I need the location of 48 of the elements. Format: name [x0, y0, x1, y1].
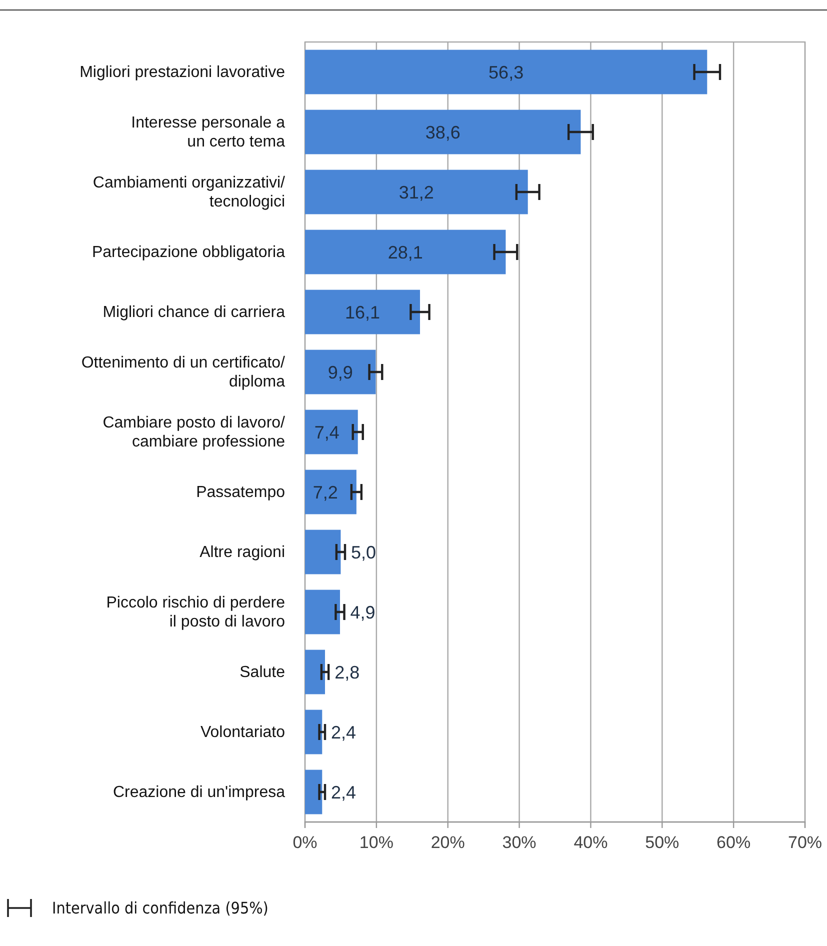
- bar: [305, 50, 708, 94]
- y-tick-label: Creazione di un'impresa: [112, 784, 286, 802]
- data-label: 7,4: [314, 422, 340, 442]
- y-tick-label: Migliori chance di carriera: [102, 304, 286, 322]
- y-tick-label: Piccolo rischio di perdere il posto di lavoro: [106, 594, 286, 631]
- y-tick-label: Migliori prestazioni lavorative: [80, 64, 286, 82]
- x-tick-label: 0%: [292, 833, 318, 852]
- x-tick-label: 30%: [502, 833, 536, 852]
- data-label: 9,9: [328, 362, 353, 382]
- data-label: 2,4: [331, 782, 356, 802]
- x-tick-label: 70%: [788, 833, 822, 852]
- data-label: 56,3: [488, 62, 524, 82]
- bar: [305, 530, 341, 574]
- bar: [305, 410, 358, 454]
- y-tick-label: Salute: [240, 664, 286, 682]
- y-tick-label: Cambiamenti organizzativi/ tecnologici: [92, 174, 286, 211]
- y-tick-label: Altre ragioni: [200, 544, 285, 562]
- x-tick-label: 10%: [359, 833, 394, 852]
- data-label: 5,0: [351, 542, 376, 562]
- bar: [305, 470, 356, 514]
- data-label: 7,2: [312, 482, 338, 502]
- data-label: 4,9: [350, 602, 376, 622]
- bar: [305, 230, 506, 274]
- text: Intervallo di confidenza (95%): [52, 898, 268, 918]
- y-tick-label: Ottenimento di un certificato/ diploma: [81, 354, 286, 391]
- bar: [305, 290, 420, 334]
- data-label: 2,8: [334, 662, 360, 682]
- x-tick-label: 50%: [645, 833, 680, 852]
- data-label: 2,4: [331, 722, 356, 742]
- data-label: 31,2: [398, 182, 434, 202]
- bar: [305, 650, 325, 694]
- data-label: 16,1: [344, 302, 380, 322]
- x-tick-label: 20%: [430, 833, 465, 852]
- bar: [305, 770, 322, 814]
- bar: [305, 350, 376, 394]
- y-tick-label: Passatempo: [196, 484, 286, 502]
- bar: [305, 110, 581, 154]
- y-tick-label: Volontariato: [200, 724, 286, 742]
- x-tick-label: 60%: [716, 833, 751, 852]
- y-tick-label: Cambiare posto di lavoro/ cambiare professione: [102, 414, 286, 451]
- bar: [305, 170, 528, 214]
- data-label: 28,1: [388, 242, 423, 262]
- y-tick-label: Partecipazione obbligatoria: [92, 244, 286, 262]
- data-label: 38,6: [425, 122, 460, 142]
- bar: [305, 710, 322, 754]
- x-tick-label: 40%: [574, 833, 608, 852]
- bar: [305, 590, 340, 634]
- y-tick-label: Interesse personale a un certo tema: [131, 114, 286, 151]
